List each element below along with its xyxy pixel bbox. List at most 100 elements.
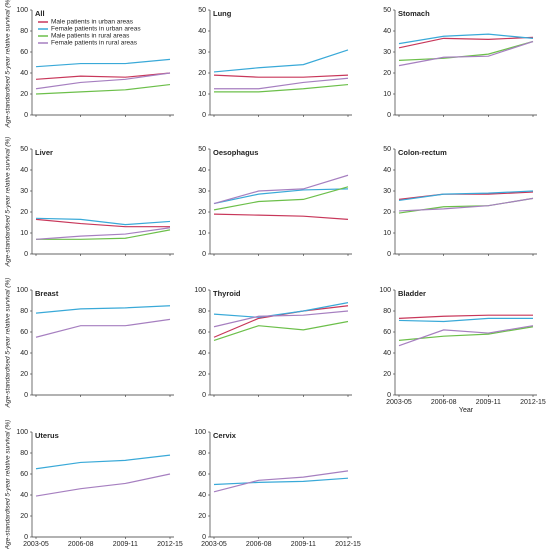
panel-title: Oesophagus <box>213 148 258 157</box>
y-tick-label: 50 <box>198 7 206 14</box>
series-line <box>214 214 348 219</box>
y-tick-label: 40 <box>20 350 28 357</box>
series-line <box>36 59 170 66</box>
y-tick-label: 20 <box>383 371 391 378</box>
y-tick-label: 60 <box>383 329 391 336</box>
series-line <box>399 191 533 200</box>
series-line <box>36 455 170 469</box>
series-line <box>214 75 348 77</box>
y-tick-label: 40 <box>383 350 391 357</box>
y-tick-label: 20 <box>198 70 206 77</box>
y-tick-label: 30 <box>198 188 206 195</box>
y-tick-label: 50 <box>383 7 391 14</box>
series-line <box>214 50 348 72</box>
y-tick-label: 0 <box>202 392 206 399</box>
y-tick-label: 40 <box>383 167 391 174</box>
y-axis-label: Age-standardised 5-year relative surviva… <box>5 420 12 549</box>
x-tick-label: 2003-05 <box>23 541 49 548</box>
y-tick-label: 20 <box>383 70 391 77</box>
y-tick-label: 40 <box>383 28 391 35</box>
panel-title: Colon-rectum <box>398 148 447 157</box>
y-tick-label: 0 <box>202 534 206 541</box>
y-tick-label: 0 <box>24 251 28 258</box>
panel-title: Stomach <box>398 9 430 18</box>
series-line <box>214 189 348 204</box>
y-tick-label: 0 <box>387 112 391 119</box>
y-tick-label: 80 <box>198 450 206 457</box>
x-tick-label: 2009-11 <box>291 541 316 548</box>
y-tick-label: 60 <box>198 471 206 478</box>
y-tick-label: 0 <box>24 534 28 541</box>
y-tick-label: 40 <box>20 492 28 499</box>
x-tick-label: 2012-15 <box>335 541 361 548</box>
legend-label: Male patients in rural areas <box>51 33 130 40</box>
y-tick-label: 60 <box>20 329 28 336</box>
series-line <box>36 306 170 313</box>
legend-label: Female patients in rural areas <box>51 40 138 47</box>
y-tick-label: 30 <box>198 49 206 56</box>
series-line <box>214 78 348 89</box>
series-line <box>214 311 348 327</box>
legend-label: Female patients in urban areas <box>51 26 141 33</box>
y-tick-label: 10 <box>198 91 206 98</box>
y-tick-label: 10 <box>383 91 391 98</box>
x-tick-label: 2009-11 <box>113 541 138 548</box>
y-tick-label: 20 <box>198 513 206 520</box>
y-tick-label: 0 <box>24 112 28 119</box>
series-line <box>36 474 170 496</box>
y-tick-label: 80 <box>383 308 391 315</box>
y-tick-label: 40 <box>198 350 206 357</box>
x-tick-label: 2012-15 <box>520 399 546 406</box>
x-tick-label: 2006-08 <box>68 541 94 548</box>
series-line <box>399 198 533 213</box>
y-tick-label: 10 <box>383 230 391 237</box>
y-tick-label: 40 <box>198 167 206 174</box>
series-line <box>399 318 533 321</box>
y-tick-label: 60 <box>20 49 28 56</box>
x-tick-label: 2003-05 <box>386 399 412 406</box>
y-tick-label: 100 <box>194 429 206 436</box>
x-tick-label: 2012-15 <box>157 541 183 548</box>
panel-title: Breast <box>35 289 59 298</box>
y-tick-label: 20 <box>20 209 28 216</box>
y-tick-label: 80 <box>20 28 28 35</box>
series-line <box>214 322 348 341</box>
y-tick-label: 20 <box>383 209 391 216</box>
series-line <box>399 198 533 211</box>
panel-title: Liver <box>35 148 53 157</box>
x-axis-label: Year <box>459 407 474 414</box>
y-tick-label: 40 <box>198 28 206 35</box>
panel-title: All <box>35 9 45 18</box>
y-tick-label: 10 <box>20 230 28 237</box>
y-tick-label: 10 <box>198 230 206 237</box>
y-tick-label: 0 <box>24 392 28 399</box>
y-tick-label: 20 <box>198 371 206 378</box>
y-tick-label: 20 <box>20 91 28 98</box>
y-axis-label: Age-standardised 5-year relative surviva… <box>5 0 12 128</box>
y-tick-label: 80 <box>20 308 28 315</box>
panel-title: Uterus <box>35 431 59 440</box>
y-tick-label: 0 <box>387 251 391 258</box>
x-tick-label: 2006-08 <box>431 399 457 406</box>
panel-title: Lung <box>213 9 232 18</box>
y-axis-label: Age-standardised 5-year relative surviva… <box>5 137 12 268</box>
y-tick-label: 80 <box>198 308 206 315</box>
y-tick-label: 0 <box>202 112 206 119</box>
series-line <box>36 319 170 337</box>
y-tick-label: 50 <box>383 146 391 153</box>
y-tick-label: 100 <box>194 287 206 294</box>
y-tick-label: 0 <box>387 392 391 399</box>
y-tick-label: 60 <box>20 471 28 478</box>
y-tick-label: 0 <box>202 251 206 258</box>
y-axis-label: Age-standardised 5-year relative surviva… <box>5 278 12 409</box>
x-tick-label: 2003-05 <box>201 541 227 548</box>
x-tick-label: 2006-08 <box>246 541 272 548</box>
x-tick-label: 2009-11 <box>476 399 501 406</box>
y-tick-label: 20 <box>20 371 28 378</box>
y-tick-label: 50 <box>198 146 206 153</box>
legend-label: Male patients in urban areas <box>51 19 134 26</box>
y-tick-label: 40 <box>20 167 28 174</box>
y-tick-label: 60 <box>198 329 206 336</box>
y-tick-label: 30 <box>383 49 391 56</box>
